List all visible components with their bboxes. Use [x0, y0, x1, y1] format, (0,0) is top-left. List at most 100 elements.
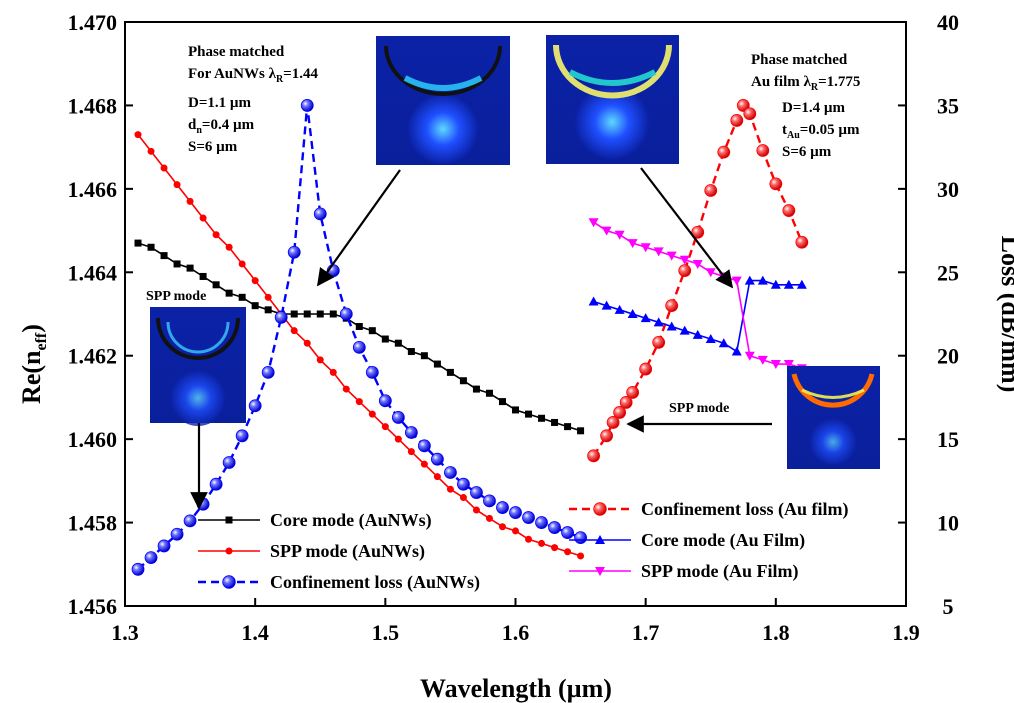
data-point-spp-mode-au-film: [627, 239, 638, 249]
legend-label-confinement-loss-aunws: Confinement loss (AuNWs): [270, 572, 480, 593]
data-point-spp-mode-au-film: [705, 268, 716, 278]
data-point-confinement-loss-aunws: [509, 506, 522, 519]
y-left-tick-label: 1.456: [68, 594, 118, 619]
y-right-tick-label: 25: [937, 260, 959, 285]
data-point-confinement-loss-aunws: [144, 551, 158, 565]
data-point-core-mode-aunws: [485, 389, 493, 397]
data-point-core-mode-aunws: [134, 239, 142, 247]
data-point-core-mode-aunws: [394, 339, 402, 347]
data-point-confinement-loss-aunws: [378, 394, 392, 408]
data-point-spp-mode-aunws: [342, 385, 350, 393]
data-point-spp-mode-aunws: [329, 368, 337, 376]
data-point-spp-mode-au-film: [679, 255, 690, 265]
data-point-core-mode-au-film: [718, 338, 729, 348]
y-right-tick-label: 35: [937, 93, 959, 118]
data-point-core-mode-aunws: [355, 323, 363, 331]
data-point-confinement-loss-aunws: [222, 456, 236, 469]
data-point-core-mode-aunws: [420, 352, 428, 360]
x-tick-label: 1.5: [372, 620, 400, 645]
series-confinement-loss-au-film: [587, 99, 809, 463]
y-right-tick-label: 5: [943, 594, 954, 619]
x-axis-ticks: 1.3 1.4 1.5 1.6 1.7 1.8 1.9: [111, 598, 920, 645]
legend-marker-core-mode-au-film: [595, 535, 605, 544]
data-point-confinement-loss-au-film: [782, 204, 796, 217]
data-point-confinement-loss-aunws: [274, 310, 288, 324]
data-point-core-mode-au-film: [601, 300, 612, 310]
data-point-spp-mode-aunws: [316, 356, 324, 364]
inset-phase-left: [376, 36, 510, 165]
right-title-line2: Au film λR=1.775: [751, 74, 860, 93]
data-point-confinement-loss-au-film: [587, 449, 600, 463]
left-dn: dn=0.4 µm: [188, 117, 255, 136]
y-right-tick-label: 20: [937, 344, 959, 369]
data-point-core-mode-aunws: [551, 418, 559, 426]
data-point-confinement-loss-aunws: [391, 411, 405, 424]
data-point-core-mode-aunws: [577, 427, 585, 435]
y-right-tick-label: 15: [937, 427, 959, 452]
data-point-core-mode-aunws: [538, 414, 546, 422]
data-point-spp-mode-au-film: [640, 243, 651, 253]
data-point-confinement-loss-aunws: [261, 365, 275, 379]
x-axis-label: Wavelength (µm): [420, 674, 612, 703]
data-point-core-mode-au-film: [783, 279, 794, 289]
data-point-spp-mode-aunws: [381, 423, 389, 431]
data-point-confinement-loss-au-film: [619, 396, 633, 409]
legend-marker-confinement-loss-au-film: [593, 502, 607, 516]
data-point-spp-mode-aunws: [290, 327, 298, 335]
data-point-core-mode-aunws: [251, 302, 259, 310]
series-layer: [131, 99, 809, 576]
data-point-confinement-loss-au-film: [613, 406, 627, 419]
data-point-spp-mode-au-film: [614, 230, 625, 240]
series-spp-mode-aunws: [134, 131, 585, 560]
data-point-confinement-loss-aunws: [235, 429, 249, 443]
y-right-tick-label: 10: [937, 511, 959, 536]
data-point-spp-mode-aunws: [525, 535, 533, 543]
data-point-confinement-loss-aunws: [404, 426, 418, 439]
left-title-line1: Phase matched: [188, 44, 285, 60]
y-left-tick-label: 1.464: [68, 260, 118, 285]
data-point-confinement-loss-au-film: [743, 107, 757, 121]
data-point-confinement-loss-au-film: [717, 145, 731, 159]
data-point-confinement-loss-aunws: [131, 562, 145, 576]
data-point-core-mode-aunws: [316, 310, 324, 318]
data-point-confinement-loss-aunws: [157, 539, 171, 553]
data-point-confinement-loss-aunws: [444, 466, 457, 479]
data-point-core-mode-au-film: [653, 317, 664, 327]
data-point-confinement-loss-aunws: [548, 521, 561, 534]
data-point-confinement-loss-aunws: [339, 307, 353, 321]
data-point-core-mode-aunws: [512, 406, 519, 414]
annotation-right: Phase matched Au film λR=1.775 D=1.4 µm …: [751, 52, 860, 160]
data-point-confinement-loss-au-film: [665, 299, 679, 313]
y-left-tick-label: 1.458: [68, 511, 118, 536]
data-point-confinement-loss-au-film: [639, 362, 653, 376]
data-point-core-mode-au-film: [705, 334, 716, 344]
data-point-spp-mode-aunws: [186, 197, 194, 205]
data-point-core-mode-aunws: [186, 264, 194, 272]
y-right-tick-label: 30: [937, 177, 959, 202]
data-point-spp-mode-au-film: [601, 226, 612, 236]
data-point-confinement-loss-au-film: [691, 225, 705, 239]
data-point-spp-mode-au-film: [757, 355, 768, 365]
series-core-mode-aunws: [134, 239, 585, 435]
data-point-spp-mode-aunws: [251, 277, 259, 285]
data-point-spp-mode-aunws: [355, 398, 363, 406]
data-point-spp-mode-aunws: [538, 539, 546, 547]
y-right-axis-label: Loss (dB/mm): [996, 236, 1014, 393]
data-point-core-mode-aunws: [238, 293, 246, 301]
data-point-confinement-loss-aunws: [287, 245, 301, 259]
data-point-spp-mode-aunws: [225, 243, 233, 251]
y-right-axis-ticks: 5 10 15 20 25 30 35 40: [898, 10, 959, 619]
data-point-core-mode-aunws: [433, 360, 441, 368]
legend-marker-core-mode-aunws: [225, 516, 233, 524]
inset-spp-left: [150, 307, 246, 426]
data-point-spp-mode-aunws: [173, 181, 181, 189]
y-left-axis-label: Re(neff): [17, 324, 50, 404]
data-point-core-mode-aunws: [173, 260, 181, 268]
data-point-core-mode-aunws: [381, 335, 389, 343]
data-point-core-mode-aunws: [264, 306, 272, 314]
data-point-core-mode-au-film: [627, 309, 638, 318]
y-left-tick-label: 1.466: [68, 177, 118, 202]
data-point-confinement-loss-aunws: [483, 494, 496, 508]
data-point-spp-mode-aunws: [472, 506, 480, 514]
